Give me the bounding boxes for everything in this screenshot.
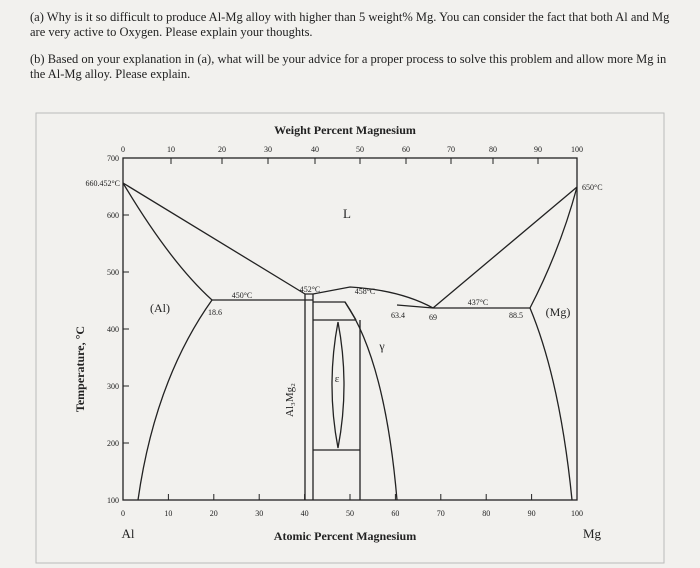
x-tick-label: 100	[571, 509, 583, 518]
top-tick-label: 10	[167, 145, 175, 154]
y-tick-label: 100	[107, 496, 119, 505]
y-tick-label: 700	[107, 154, 119, 163]
y-tick-label: 600	[107, 211, 119, 220]
x-tick-label: 0	[121, 509, 125, 518]
y-tick-label: 300	[107, 382, 119, 391]
phase-lines	[122, 182, 578, 501]
diagram-label: 660.452°C	[85, 179, 120, 188]
questions: (a) Why is it so difficult to produce Al…	[30, 10, 670, 94]
y-tick-label: 400	[107, 325, 119, 334]
x-tick-label: 80	[482, 509, 490, 518]
top-tick-label: 100	[571, 145, 583, 154]
top-tick-label: 70	[447, 145, 455, 154]
x-tick-label: 90	[528, 509, 536, 518]
element-label: Mg	[583, 526, 602, 541]
diagram-label: 88.5	[509, 311, 523, 320]
diagram-label: 650°C	[582, 183, 603, 192]
diagram-label: 458°C	[355, 287, 376, 296]
question: (b) Based on your explanation in (a), wh…	[30, 52, 667, 81]
element-label: Al	[122, 526, 135, 541]
top-tick-label: 40	[311, 145, 319, 154]
x-tick-label: 30	[255, 509, 263, 518]
top-tick-label: 20	[218, 145, 226, 154]
x-tick-label: 70	[437, 509, 445, 518]
x-tick-label: 20	[210, 509, 218, 518]
question: (a) Why is it so difficult to produce Al…	[30, 10, 670, 39]
bottom-axis-title: Atomic Percent Magnesium	[274, 529, 416, 543]
frame	[35, 112, 665, 564]
diagram-label: ε	[335, 373, 340, 385]
top-tick-label: 80	[489, 145, 497, 154]
diagram-label: 69	[429, 313, 437, 322]
diagram-label: Al₃Mg₂	[284, 383, 296, 417]
diagram-label: 452°C	[300, 285, 321, 294]
top-tick-label: 0	[121, 145, 125, 154]
y-axis-title: Temperature, °C	[73, 326, 87, 412]
x-tick-label: 50	[346, 509, 354, 518]
top-tick-label: 60	[402, 145, 410, 154]
diagram-label: (Al)	[150, 301, 170, 315]
y-tick-label: 500	[107, 268, 119, 277]
diagram-label: 18.6	[208, 308, 222, 317]
diagram-label: 450°C	[232, 291, 253, 300]
top-axis-title: Weight Percent Magnesium	[274, 123, 416, 137]
diagram-label: γ	[378, 339, 385, 353]
x-tick-label: 60	[391, 509, 399, 518]
diagram-label: 63.4	[391, 311, 405, 320]
y-tick-label: 200	[107, 439, 119, 448]
x-tick-label: 10	[164, 509, 172, 518]
diagram-label: 437°C	[468, 298, 489, 307]
x-tick-label: 40	[301, 509, 309, 518]
top-tick-label: 30	[264, 145, 272, 154]
top-tick-label: 90	[534, 145, 542, 154]
diagram-label: L	[343, 206, 351, 221]
diagram-label: (Mg)	[546, 305, 571, 319]
top-tick-label: 50	[356, 145, 364, 154]
